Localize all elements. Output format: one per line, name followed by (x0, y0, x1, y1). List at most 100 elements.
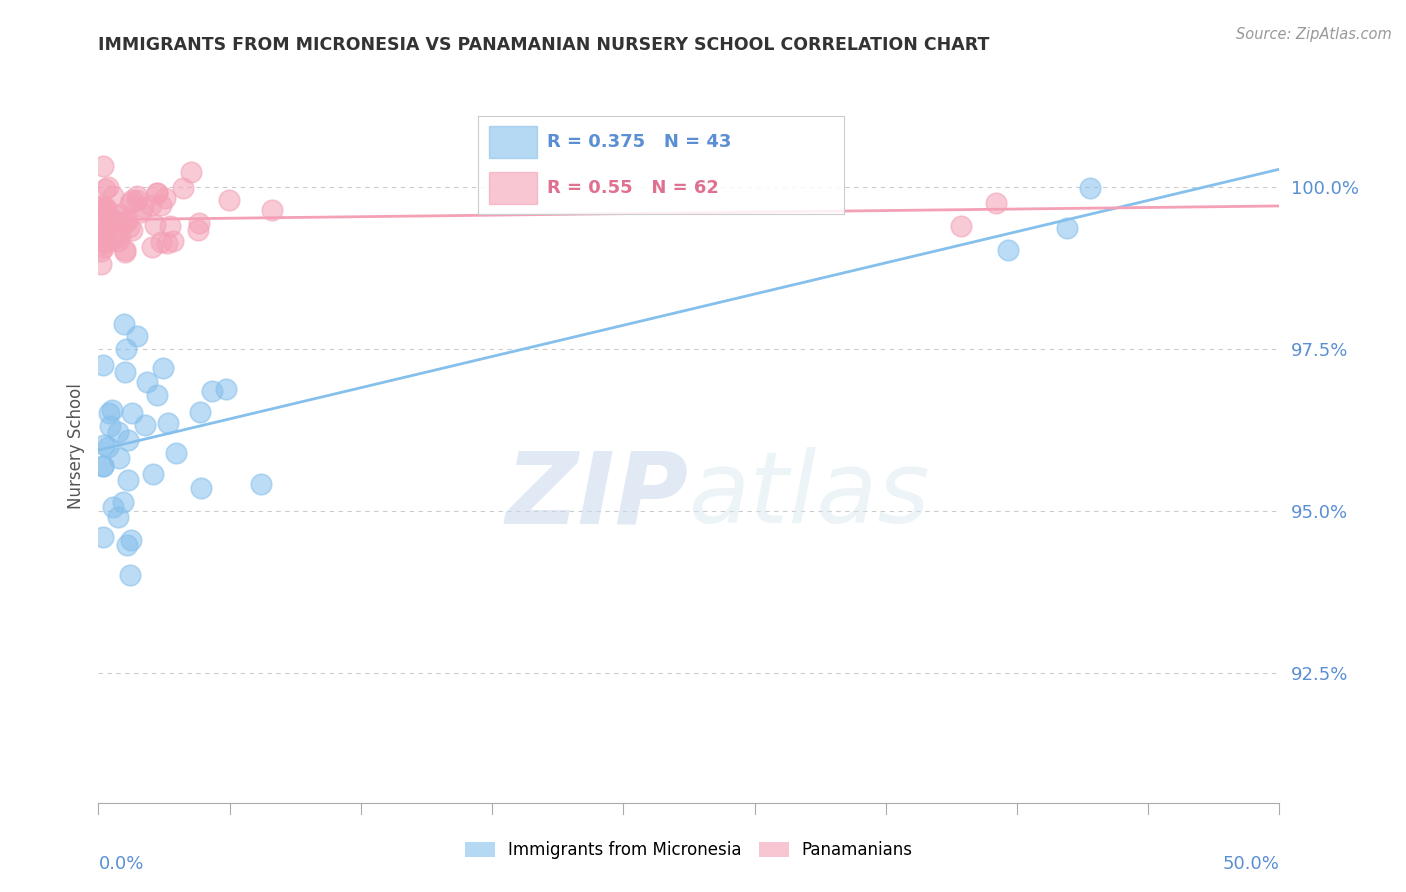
Point (125, 189, 148, 203)
Point (110, 229, 132, 244)
Point (91, 530, 114, 544)
Point (100, 402, 122, 417)
Point (107, 225, 129, 239)
Point (115, 213, 138, 227)
Point (249, 477, 271, 491)
Point (94, 236, 117, 251)
Point (90, 257, 112, 271)
Point (115, 342, 138, 356)
Point (146, 388, 169, 402)
Point (121, 406, 143, 420)
Point (141, 240, 163, 254)
Point (149, 235, 172, 249)
Point (90, 230, 112, 244)
Point (96, 201, 118, 215)
Point (90, 199, 112, 213)
Point (97, 440, 120, 454)
Point (188, 216, 211, 230)
Point (984, 195, 1007, 210)
Bar (489, 126, 537, 158)
Point (93, 240, 115, 254)
Point (150, 198, 173, 212)
Point (156, 416, 179, 430)
Point (121, 223, 143, 237)
Point (201, 384, 224, 398)
Point (90, 244, 112, 259)
Point (146, 186, 169, 200)
Point (98, 211, 121, 226)
Point (129, 205, 152, 219)
Point (118, 196, 141, 211)
Point (120, 533, 142, 548)
Point (132, 200, 155, 214)
Point (135, 376, 157, 390)
Point (97, 180, 120, 194)
Point (156, 235, 179, 250)
Point (187, 223, 209, 237)
Point (108, 450, 131, 465)
Point (97, 217, 120, 231)
Point (90, 223, 112, 237)
Point (121, 193, 143, 207)
Point (190, 481, 212, 495)
Point (101, 500, 124, 514)
Point (96, 219, 118, 234)
Point (94, 182, 117, 196)
Point (112, 318, 135, 332)
Point (1056, 221, 1078, 235)
Point (127, 329, 149, 343)
Point (218, 193, 240, 207)
Point (949, 219, 972, 234)
Point (165, 446, 187, 460)
Point (146, 186, 169, 200)
Point (90, 224, 112, 238)
Point (94, 235, 117, 250)
Point (127, 193, 149, 207)
Point (215, 382, 238, 396)
Point (997, 243, 1019, 257)
Point (94, 201, 117, 215)
Point (260, 203, 283, 218)
Point (162, 234, 184, 248)
Point (91, 359, 114, 373)
Bar (489, 172, 537, 204)
Text: R = 0.375   N = 43: R = 0.375 N = 43 (547, 134, 733, 152)
Point (142, 467, 165, 482)
Point (103, 230, 125, 244)
Point (114, 243, 136, 257)
Text: 0.0%: 0.0% (98, 855, 143, 872)
Point (117, 434, 139, 448)
Point (90, 221, 112, 235)
Point (107, 425, 129, 440)
Point (107, 235, 129, 249)
Point (114, 365, 136, 379)
Point (98, 210, 121, 224)
Point (114, 244, 136, 259)
Text: R = 0.55   N = 62: R = 0.55 N = 62 (547, 178, 720, 196)
Text: Source: ZipAtlas.com: Source: ZipAtlas.com (1236, 27, 1392, 42)
Text: IMMIGRANTS FROM MICRONESIA VS PANAMANIAN NURSERY SCHOOL CORRELATION CHART: IMMIGRANTS FROM MICRONESIA VS PANAMANIAN… (98, 36, 990, 54)
Point (115, 538, 138, 552)
Text: 50.0%: 50.0% (1223, 855, 1279, 872)
Point (91, 458, 114, 473)
Point (152, 360, 174, 375)
Point (108, 207, 131, 221)
Point (1080, 181, 1102, 195)
Point (118, 568, 141, 582)
Legend: Immigrants from Micronesia, Panamanians: Immigrants from Micronesia, Panamanians (458, 835, 920, 866)
Point (91, 458, 114, 473)
Point (91, 159, 114, 173)
Point (90, 201, 112, 215)
Point (107, 509, 129, 524)
Y-axis label: Nursery School: Nursery School (66, 383, 84, 509)
Point (159, 219, 181, 234)
Point (93, 202, 115, 217)
Point (139, 197, 162, 211)
Point (97, 406, 120, 420)
Point (101, 189, 124, 203)
Text: ZIP: ZIP (506, 448, 689, 544)
Point (108, 209, 131, 223)
Point (111, 494, 134, 508)
Point (115, 215, 138, 229)
Point (190, 405, 212, 419)
